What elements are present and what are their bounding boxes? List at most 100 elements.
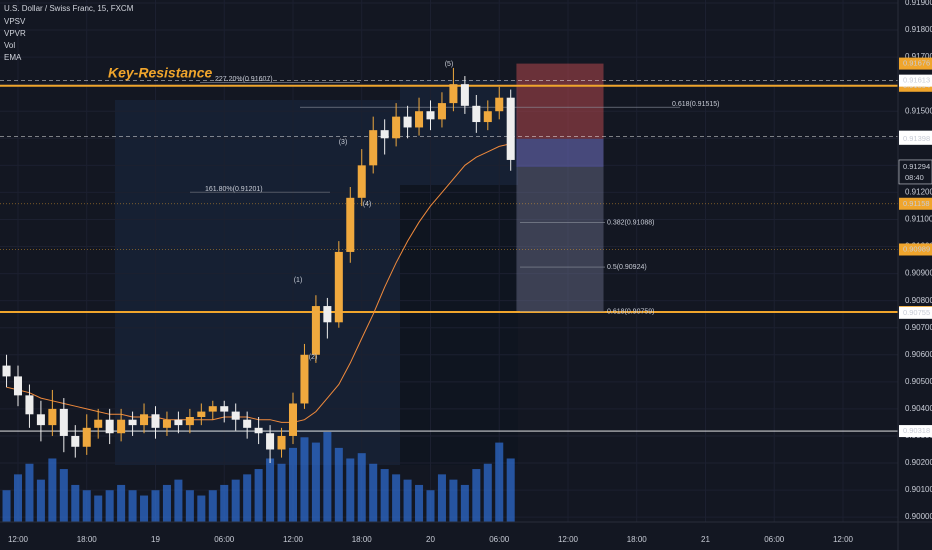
grid: [0, 0, 898, 522]
volume-bar: [323, 432, 332, 522]
volume-bar: [300, 437, 309, 522]
candle-body: [506, 97, 515, 160]
level-tag: [899, 74, 932, 87]
volume-bar: [460, 484, 469, 522]
y-tick-label: 0.90600: [905, 350, 932, 359]
candle-body: [357, 165, 366, 198]
volume-profile-range: [400, 185, 518, 465]
volume-bar: [369, 463, 378, 522]
candle-body: [334, 251, 343, 323]
x-tick-label: 06:00: [214, 535, 235, 544]
candle-body: [197, 411, 206, 418]
volume-bar: [128, 490, 137, 522]
level-tag: [899, 197, 932, 210]
volume-bar: [357, 453, 366, 522]
candle-body: [254, 427, 263, 434]
volume-bar: [380, 469, 389, 522]
candle-body: [403, 116, 412, 128]
open-zone: [516, 138, 604, 167]
y-tick-label: 0.90000: [905, 512, 932, 521]
volume-bar: [174, 479, 183, 522]
x-tick-label: 12:00: [283, 535, 304, 544]
level-tag: [899, 425, 932, 438]
volume-bar: [277, 463, 286, 522]
y-tick-label: 0.91100: [905, 215, 932, 224]
candle-body: [300, 354, 309, 404]
x-tick-label: 06:00: [764, 535, 785, 544]
candle-body: [243, 419, 252, 428]
candle-body: [231, 411, 240, 420]
last-price-tag: [898, 159, 932, 185]
candle-body: [2, 365, 11, 377]
volume-bar: [13, 474, 23, 522]
y-tick-label: 0.91900: [905, 0, 932, 7]
price-tag-label: 0.90755: [903, 308, 930, 317]
y-tick-label: 0.90700: [905, 323, 932, 332]
candle-body: [25, 395, 34, 415]
candle-body: [288, 403, 298, 436]
wave-label: (1): [294, 277, 303, 284]
volume-bar: [220, 484, 229, 522]
y-tick-label: 0.90500: [905, 377, 932, 386]
fib-label: 0.618(0.91515): [672, 101, 719, 108]
x-tick-label: 12:00: [558, 535, 579, 544]
candle-body: [59, 408, 68, 436]
price-axis: 0.900000.901000.902000.903000.904000.905…: [898, 0, 932, 521]
volume-bar: [71, 484, 80, 522]
y-tick-label: 0.91200: [905, 188, 932, 197]
volume-bar: [288, 447, 298, 522]
y-tick-label: 0.91800: [905, 25, 932, 34]
y-tick-label: 0.91700: [905, 52, 932, 61]
candle-body: [495, 97, 504, 112]
volume-bar: [94, 495, 103, 522]
volume-bar: [403, 479, 412, 522]
level-tag-label: 0.91613: [903, 76, 930, 85]
candle-body: [174, 419, 183, 426]
fib-label: 0.5(0.90924): [607, 264, 647, 271]
candle-body: [346, 197, 355, 252]
volume-bar: [162, 484, 171, 522]
x-tick-label: 18:00: [352, 535, 373, 544]
stop-zone: [516, 63, 604, 139]
last-price-label: 0.91294: [903, 162, 930, 171]
wave-label: (3): [339, 139, 348, 146]
volume-bar: [231, 479, 240, 522]
candle-body: [472, 105, 481, 123]
y-tick-label: 0.90800: [905, 296, 932, 305]
volume-bar: [334, 447, 343, 522]
candle-body: [460, 84, 469, 106]
price-tag: [899, 57, 932, 70]
wave-label: (4): [363, 201, 372, 208]
volume-bar: [495, 442, 504, 522]
candle-body: [437, 103, 446, 120]
x-tick-label: 12:00: [8, 535, 29, 544]
candle-body: [449, 84, 458, 104]
y-tick-label: 0.90100: [905, 485, 932, 494]
x-tick-label: 19: [151, 535, 160, 544]
level-tag-label: 0.90318: [903, 426, 930, 435]
volume-bar: [185, 490, 194, 522]
volume-bar: [483, 463, 492, 522]
candle-body: [36, 414, 45, 426]
candle-body: [185, 417, 194, 426]
candle-body: [277, 435, 286, 450]
volume-bar: [472, 469, 481, 522]
annotation: Key-Resistance: [108, 65, 212, 81]
y-tick-label: 0.90400: [905, 404, 932, 413]
overlays: 227.20%(0.91607) 0.618(0.91515) 161.80%(0.…: [0, 63, 898, 432]
candle-body: [94, 419, 103, 428]
candle-body: [369, 130, 378, 166]
plot: (1) (2) (3) (4) (5): [2, 61, 515, 522]
volume-bar: [243, 474, 252, 522]
candle-body: [392, 116, 401, 139]
volume-bar: [140, 495, 149, 522]
fib-label: 161.80%(0.91201): [205, 186, 263, 193]
last-price-time: 08:40: [905, 173, 924, 182]
volume-bar: [36, 479, 45, 522]
y-tick-label: 0.90900: [905, 269, 932, 278]
candle-body: [82, 427, 91, 447]
volume-bar: [197, 495, 206, 522]
volume-bar: [437, 474, 446, 522]
level-tag-label: 0.90989: [903, 244, 930, 253]
volume-bar: [346, 458, 355, 522]
